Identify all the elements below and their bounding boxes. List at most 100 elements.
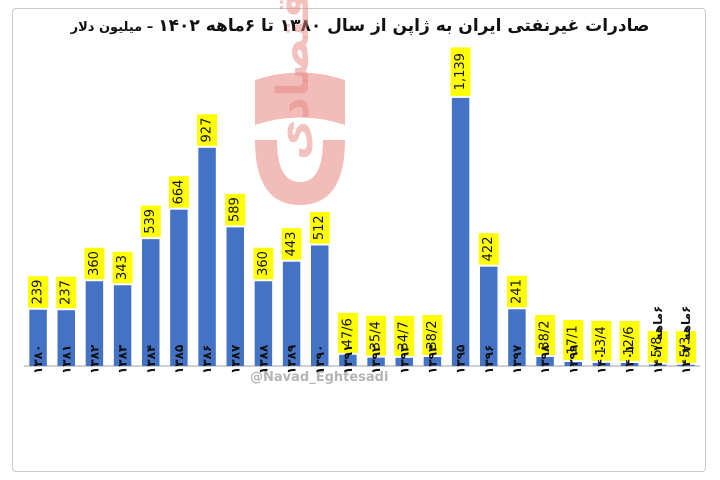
chart-unit-label: – میلیون دلار <box>70 20 154 35</box>
data-label-bg-2 <box>84 247 105 280</box>
bar-10 <box>311 245 329 366</box>
data-label-bg-3 <box>112 251 133 284</box>
bar-15 <box>451 97 470 367</box>
x-tick-label-3: ۱۳۸۳ <box>116 344 130 374</box>
chart-title-block: صادرات غیرنفتی ایران به ژاپن از سال ۱۳۸۰… <box>0 16 720 36</box>
x-tick-label-5: ۱۳۸۵ <box>172 345 186 374</box>
data-label-11: 47/6 <box>340 318 355 347</box>
bar-7 <box>226 227 244 366</box>
data-label-bg-15 <box>450 47 471 96</box>
x-tick-label-10: ۱۳۹۰ <box>313 345 327 374</box>
data-label-bg-8 <box>253 247 274 280</box>
data-label-bg-22 <box>647 331 668 363</box>
x-tick-label-1: ۱۳۸۱ <box>59 345 73 374</box>
x-tick-label-8: ۱۳۸۸ <box>256 344 270 374</box>
data-label-16: 422 <box>481 237 496 262</box>
x-tick-label-4: ۱۳۸۴ <box>144 345 158 374</box>
data-label-17: 241 <box>509 279 524 304</box>
x-tick-label-9: ۱۳۸۹ <box>285 344 299 374</box>
data-label-14: 38/2 <box>425 320 440 349</box>
x-tick-label-22: ۶ماهه ۱۴۰۱ <box>651 306 665 374</box>
data-label-5: 664 <box>171 180 186 205</box>
bar-9 <box>282 261 301 366</box>
x-tick-label-23: ۶ماهه ۱۴۰۲ <box>679 306 693 374</box>
bar-22 <box>649 364 667 366</box>
data-label-bg-19 <box>563 319 584 360</box>
x-tick-label-16: ۱۳۹۶ <box>482 345 496 374</box>
data-label-bg-5 <box>168 176 189 208</box>
data-label-13: 34/7 <box>397 321 412 350</box>
data-label-19: 17/1 <box>566 325 581 354</box>
data-label-bg-21 <box>619 321 640 362</box>
data-label-bg-10 <box>309 211 330 244</box>
data-label-bg-11 <box>337 312 358 353</box>
data-label-bg-7 <box>225 193 246 226</box>
bar-19 <box>564 361 582 366</box>
data-label-22: 5/8 <box>650 336 665 357</box>
data-label-12: 35/4 <box>369 321 384 350</box>
x-tick-label-2: ۱۳۸۲ <box>87 344 101 374</box>
data-label-1: 237 <box>59 280 74 305</box>
data-label-6: 927 <box>200 118 215 143</box>
bar-16 <box>480 266 498 366</box>
bar-11 <box>339 354 357 366</box>
chart-frame <box>12 8 706 472</box>
data-label-15: 1,139 <box>453 53 468 90</box>
watermark-handle: @Navad_Eghtesadi <box>250 370 389 385</box>
x-tick-label-21: ۱۴۰۱ <box>623 345 637 374</box>
bar-1 <box>57 310 75 366</box>
data-label-3: 343 <box>115 255 130 280</box>
bar-12 <box>367 357 385 366</box>
x-tick-label-20: ۱۴۰۰ <box>594 345 608 374</box>
bar-8 <box>254 281 273 366</box>
x-tick-label-11: ۱۳۹۱ <box>341 345 355 374</box>
data-label-bg-14 <box>422 315 443 356</box>
bar-23 <box>677 364 695 366</box>
x-tick-label-17: ۱۳۹۷ <box>510 344 524 374</box>
data-label-4: 539 <box>143 209 158 234</box>
x-tick-label-15: ۱۳۹۵ <box>454 345 468 374</box>
data-label-7: 589 <box>228 197 243 222</box>
data-label-bg-13 <box>394 315 415 356</box>
data-label-bg-1 <box>56 276 77 309</box>
x-tick-label-12: ۱۳۹۲ <box>369 344 383 374</box>
data-label-10: 512 <box>312 215 327 240</box>
data-label-20: 13/4 <box>594 326 609 355</box>
data-label-bg-0 <box>28 276 49 308</box>
data-label-bg-20 <box>591 320 612 361</box>
data-label-8: 360 <box>256 251 271 276</box>
data-label-2: 360 <box>87 251 102 276</box>
data-label-bg-18 <box>535 315 556 356</box>
bar-0 <box>29 309 47 366</box>
data-label-bg-16 <box>478 233 499 265</box>
x-tick-label-14: ۱۳۹۴ <box>425 345 439 374</box>
bar-4 <box>142 239 160 366</box>
bar-13 <box>395 357 413 366</box>
bar-2 <box>85 281 104 366</box>
bar-18 <box>536 357 554 366</box>
data-label-bg-4 <box>140 205 161 238</box>
bar-20 <box>592 362 611 366</box>
bar-14 <box>423 357 442 366</box>
data-label-0: 239 <box>31 280 46 305</box>
data-label-bg-12 <box>366 315 387 356</box>
x-tick-label-19: ۱۳۹۹ <box>566 344 580 374</box>
data-label-21: 12/6 <box>622 326 637 355</box>
data-label-bg-6 <box>197 114 218 146</box>
chart-title: صادرات غیرنفتی ایران به ژاپن از سال ۱۳۸۰… <box>158 16 650 36</box>
data-label-bg-23 <box>675 331 696 363</box>
data-label-bg-9 <box>281 228 302 260</box>
bar-21 <box>620 363 639 366</box>
x-tick-label-6: ۱۳۸۶ <box>200 345 214 374</box>
data-label-9: 443 <box>284 232 299 257</box>
bar-17 <box>508 309 526 366</box>
x-tick-label-18: ۱۳۹۸ <box>538 344 552 374</box>
x-tick-label-13: ۱۳۹۳ <box>397 344 411 374</box>
bar-6 <box>198 147 216 366</box>
bar-3 <box>113 285 132 366</box>
x-tick-label-0: ۱۳۸۰ <box>31 345 45 374</box>
data-label-23: 5/3 <box>678 337 693 358</box>
x-tick-label-7: ۱۳۸۷ <box>228 344 242 374</box>
bar-5 <box>170 209 188 366</box>
